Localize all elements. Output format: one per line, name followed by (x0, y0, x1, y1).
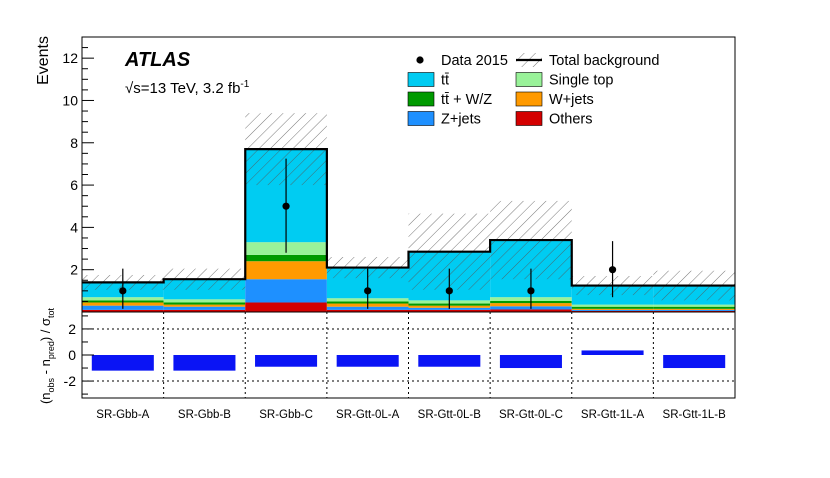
legend-label-tt-w-z: tt̄ + W/Z (441, 92, 492, 108)
x-tick-label-sr-gtt-1l-a: SR-Gtt-1L-A (581, 409, 645, 421)
x-tick-label-sr-gbb-a: SR-Gbb-A (96, 409, 149, 421)
bar-w-jets-sr-gbb-c (245, 261, 327, 280)
data-point-sr-gtt-0l-c (527, 287, 535, 295)
legend-label-others: Others (549, 112, 593, 128)
bar-w-jets-sr-gtt-1l-a (571, 308, 654, 310)
data-point-sr-gbb-c (282, 202, 290, 210)
bar-z-jets-sr-gbb-c (245, 279, 327, 303)
ratio-gridlines (82, 312, 735, 398)
legend-label-z-jets: Z+jets (441, 112, 481, 128)
bar-others-sr-gtt-0l-c (490, 309, 572, 312)
background-uncertainty-band (82, 113, 735, 301)
y-tick-label-6: 6 (70, 177, 78, 193)
bar-single-top-sr-gtt-1l-b (653, 304, 735, 307)
y-tick-label-4: 4 (70, 219, 78, 235)
x-tick-label-sr-gtt-1l-b: SR-Gtt-1L-B (663, 409, 727, 421)
label-sub-obs: obs (46, 377, 56, 392)
bar-tt-w-z-sr-gbb-b (163, 302, 246, 305)
bar-others-sr-gbb-a (82, 309, 164, 312)
y-tick-label-8: 8 (70, 135, 78, 151)
x-tick-label-sr-gtt-0l-a: SR-Gtt-0L-A (336, 409, 400, 421)
data-point-sr-gtt-0l-b (445, 287, 453, 295)
legend-swatch-others (515, 111, 543, 126)
bar-tt-w-z-sr-gtt-1l-b (653, 306, 735, 309)
atlas-label: ATLAS (124, 49, 191, 71)
data-points (119, 158, 617, 309)
legend-swatch-tt (407, 72, 435, 87)
x-tick-label-sr-gbb-c: SR-Gbb-C (259, 409, 313, 421)
legend-label-data-2015: Data 2015 (441, 53, 508, 69)
ratio-y-tick-label-2: 2 (68, 321, 76, 337)
y-tick-label-12: 12 (62, 50, 78, 66)
bar-others-sr-gtt-1l-a (571, 310, 654, 312)
ratio-bars (91, 350, 726, 371)
ratio-y-axis: -2 0 2 (64, 315, 94, 395)
bar-w-jets-sr-gbb-b (163, 304, 246, 307)
bar-z-jets-sr-gtt-1l-b (653, 309, 735, 311)
ratio-bar-sr-gbb-c (255, 355, 318, 367)
x-tick-label-sr-gbb-b: SR-Gbb-B (178, 409, 231, 421)
ratio-bar-sr-gbb-a (91, 355, 154, 371)
bar-others-sr-gtt-0l-b (408, 309, 491, 312)
legend-label-total-background: Total background (549, 53, 659, 69)
legend: Data 2015 Total background tt̄ Single top tt… (407, 53, 659, 128)
ratio-bar-sr-gtt-1l-a (581, 350, 644, 355)
legend-swatch-single-top (515, 72, 543, 87)
label-sub-tot: tot (46, 307, 56, 318)
data-point-sr-gtt-0l-a (364, 287, 372, 295)
total-background-line (82, 148, 735, 287)
x-tick-label-sr-gtt-0l-b: SR-Gtt-0L-B (418, 409, 482, 421)
ratio-y-axis-label: (nobs - npred) / σtot (38, 307, 56, 404)
ratio-y-tick-label--2: -2 (64, 373, 77, 389)
legend-swatch-w-jets (515, 91, 543, 107)
ratio-y-tick-label-0: 0 (68, 347, 76, 363)
y-axis-label: Events (35, 36, 52, 85)
main-y-axis: 2 4 6 8 10 12 (62, 47, 94, 302)
data-point-sr-gbb-a (119, 287, 127, 295)
label-minus: - n (38, 359, 53, 378)
x-tick-labels: SR-Gbb-A SR-Gbb-B SR-Gbb-C SR-Gtt-0L-A SR-Gt… (96, 409, 726, 421)
bar-w-jets-sr-gtt-1l-b (653, 308, 735, 310)
legend-label-tt: tt̄ (441, 73, 449, 89)
bar-others-sr-gbb-b (163, 309, 246, 312)
ratio-bar-sr-gbb-b (173, 355, 236, 371)
bar-single-top-sr-gtt-1l-a (571, 304, 654, 307)
y-tick-label-2: 2 (70, 262, 78, 278)
ratio-bar-sr-gtt-0l-c (499, 355, 562, 369)
bar-tt-w-z-sr-gtt-1l-a (571, 306, 654, 309)
bar-others-sr-gtt-1l-b (653, 310, 735, 312)
bar-others-sr-gtt-0l-a (326, 309, 409, 312)
ratio-bar-sr-gtt-0l-a (336, 355, 399, 367)
legend-swatch-tt-w-z (407, 91, 435, 107)
lumi-superscript: -1 (240, 79, 249, 90)
legend-label-w-jets: W+jets (549, 92, 594, 108)
label-sub-pred: pred (46, 341, 56, 359)
ratio-y-axis-label-text: (nobs - npred) / σtot (38, 307, 56, 404)
bar-single-top-sr-gbb-b (163, 299, 246, 303)
x-tick-label-sr-gtt-0l-c: SR-Gtt-0L-C (499, 409, 563, 421)
legend-swatch-z-jets (407, 111, 435, 126)
y-tick-label-10: 10 (62, 92, 78, 108)
bar-tt-w-z-sr-gbb-c (245, 254, 327, 262)
legend-symbol-data (416, 56, 424, 64)
data-point-sr-gtt-1l-a (608, 266, 617, 274)
ratio-bar-sr-gtt-1l-b (663, 355, 726, 369)
energy-lumi-label: √s=13 TeV, 3.2 fb-1 (125, 79, 250, 97)
bar-others-sr-gbb-c (245, 302, 327, 312)
bar-z-jets-sr-gtt-1l-a (571, 309, 654, 311)
ratio-bar-sr-gtt-0l-b (418, 355, 481, 367)
legend-label-single-top: Single top (549, 73, 614, 89)
energy-lumi-text: √s=13 TeV, 3.2 fb (125, 80, 240, 97)
bar-z-jets-sr-gbb-b (163, 306, 246, 310)
label-slash-sigma: ) / σ (38, 318, 53, 341)
